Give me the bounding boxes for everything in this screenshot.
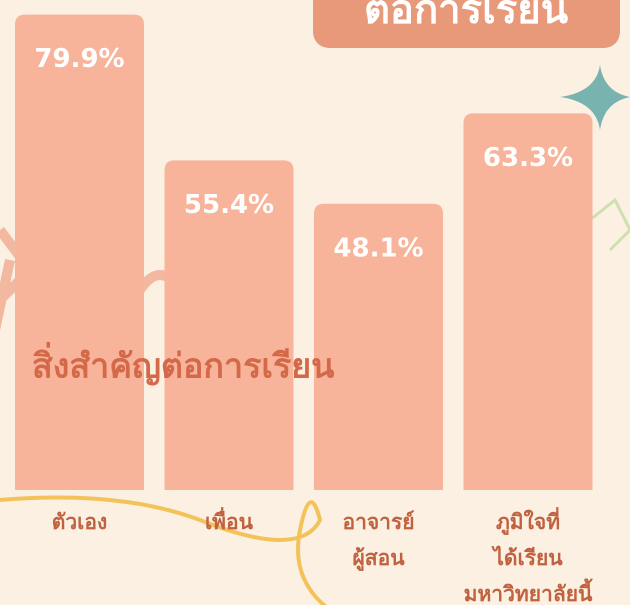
decoration [590,200,630,250]
overlay-text: สิ่งสำคัญต่อการเรียน [32,342,334,387]
bar [15,15,144,490]
x-tick-label: ภูมิใจที่ ได้เรียน มหาวิทยาลัยนี้ [453,504,603,605]
infographic: ต่อการเรียน 79.9% 55.4% 48.1% 63.3% สิ่งสำค… [0,0,630,605]
data-label: 63.3% [483,143,573,173]
data-label: 79.9% [34,44,124,74]
data-label: 48.1% [333,233,423,263]
data-label: 55.4% [184,190,274,220]
x-tick-label: อาจารย์ ผู้สอน [304,504,454,576]
x-tick-label: เพื่อน [154,504,304,540]
x-tick-label: ตัวเอง [5,504,155,540]
chart-title: ต่อการเรียน [364,0,568,33]
